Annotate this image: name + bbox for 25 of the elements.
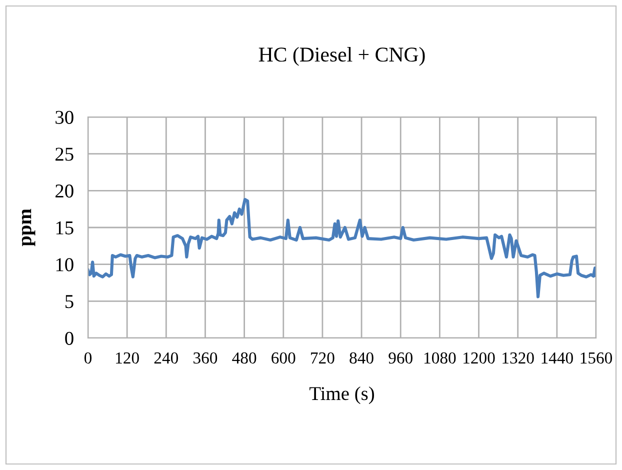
y-tick-label: 25 bbox=[56, 148, 74, 161]
x-tick-label: 360 bbox=[194, 352, 218, 364]
line-series bbox=[88, 198, 596, 298]
y-tick-label: 15 bbox=[56, 221, 74, 234]
y-tick-label: 5 bbox=[66, 295, 74, 308]
x-tick-label: 1320 bbox=[502, 352, 534, 364]
x-tick-label: 480 bbox=[232, 352, 256, 364]
x-tick-label: 1200 bbox=[464, 352, 495, 364]
y-tick-label: 30 bbox=[56, 110, 74, 124]
y-tick-label: 10 bbox=[56, 258, 74, 272]
y-tick-label: 0 bbox=[65, 332, 74, 345]
x-tick-label: 1440 bbox=[542, 352, 573, 364]
chart-title: HC (Diesel + CNG) bbox=[258, 46, 425, 66]
x-tick-label: 960 bbox=[388, 352, 412, 364]
x-tick-label: 1560 bbox=[580, 352, 612, 364]
x-tick-label: 600 bbox=[272, 352, 296, 364]
x-tick-label: 120 bbox=[116, 352, 139, 364]
x-tick-label: 0 bbox=[84, 352, 92, 364]
x-tick-label: 240 bbox=[154, 352, 178, 364]
x-tick-label: 720 bbox=[311, 352, 334, 364]
x-tick-label: 840 bbox=[350, 352, 374, 364]
y-tick-label: 20 bbox=[56, 184, 74, 198]
x-tick-label: 1080 bbox=[424, 352, 456, 364]
x-axis-title: Time (s) bbox=[309, 386, 374, 404]
y-axis-title: ppm bbox=[22, 208, 36, 246]
